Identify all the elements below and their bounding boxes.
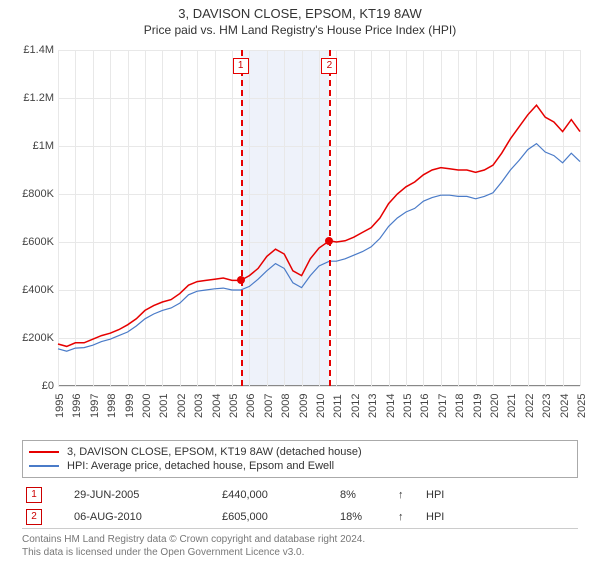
event-price: £440,000 [218,484,336,506]
legend-swatch [29,465,59,467]
x-tick-label: 2000 [141,394,153,418]
y-tick-label: £600K [14,236,54,248]
x-tick-label: 2010 [315,394,327,418]
event-row: 1 29-JUN-2005£440,0008%↑HPI [22,484,578,506]
x-tick-label: 2018 [454,394,466,418]
arrow-up-icon: ↑ [394,506,422,529]
event-marker-icon: 1 [26,487,42,503]
x-tick-label: 2023 [541,394,553,418]
event-dot [325,237,333,245]
x-tick-label: 2007 [263,394,275,418]
x-tick-label: 2019 [472,394,484,418]
legend-row: HPI: Average price, detached house, Epso… [29,459,571,473]
x-tick-label: 2017 [437,394,449,418]
x-tick-label: 2020 [489,394,501,418]
footnote: Contains HM Land Registry data © Crown c… [22,533,578,559]
event-pct: 8% [336,484,394,506]
x-tick-label: 2009 [298,394,310,418]
legend-swatch [29,451,59,453]
v-gridline [580,50,581,386]
x-tick-label: 2024 [559,394,571,418]
x-tick-label: 2013 [367,394,379,418]
series-line [58,105,580,346]
series-svg [58,50,580,386]
x-tick-label: 2012 [350,394,362,418]
h-gridline [58,386,580,387]
arrow-up-icon: ↑ [394,484,422,506]
x-tick-label: 2016 [419,394,431,418]
y-tick-label: £1.2M [14,92,54,104]
footnote-line2: This data is licensed under the Open Gov… [22,546,578,559]
x-tick-label: 2004 [211,394,223,418]
event-line [329,50,331,386]
x-tick-label: 2006 [245,394,257,418]
x-tick-label: 2014 [385,394,397,418]
event-date: 29-JUN-2005 [70,484,218,506]
x-tick-label: 1998 [106,394,118,418]
y-tick-label: £800K [14,188,54,200]
x-tick-label: 1996 [71,394,83,418]
bottom-panel: 3, DAVISON CLOSE, EPSOM, KT19 8AW (detac… [22,440,578,559]
x-tick-label: 2008 [280,394,292,418]
legend-box: 3, DAVISON CLOSE, EPSOM, KT19 8AW (detac… [22,440,578,478]
y-tick-label: £1.4M [14,44,54,56]
x-tick-label: 2015 [402,394,414,418]
y-tick-label: £1M [14,140,54,152]
chart-outer: 12 £0£200K£400K£600K£800K£1M£1.2M£1.4M19… [12,50,588,430]
x-tick-label: 1999 [124,394,136,418]
event-suffix: HPI [422,506,578,529]
x-tick-label: 2005 [228,394,240,418]
event-marker-icon: 2 [26,509,42,525]
event-line [241,50,243,386]
footnote-line1: Contains HM Land Registry data © Crown c… [22,533,578,546]
event-marker-box: 1 [233,58,249,74]
event-marker-box: 2 [321,58,337,74]
x-tick-label: 2021 [506,394,518,418]
x-tick-label: 1997 [89,394,101,418]
event-table: 1 29-JUN-2005£440,0008%↑HPI 2 06-AUG-2010£6… [22,484,578,529]
event-price: £605,000 [218,506,336,529]
x-tick-label: 2001 [158,394,170,418]
plot-area: 12 [58,50,580,386]
event-dot [237,276,245,284]
chart-title: 3, DAVISON CLOSE, EPSOM, KT19 8AW [0,6,600,21]
legend-label: HPI: Average price, detached house, Epso… [67,460,334,472]
y-tick-label: £0 [14,380,54,392]
y-tick-label: £200K [14,332,54,344]
x-tick-label: 2002 [176,394,188,418]
x-tick-label: 2022 [524,394,536,418]
x-tick-label: 2003 [193,394,205,418]
x-tick-label: 1995 [54,394,66,418]
event-suffix: HPI [422,484,578,506]
legend-row: 3, DAVISON CLOSE, EPSOM, KT19 8AW (detac… [29,445,571,459]
y-tick-label: £400K [14,284,54,296]
chart-subtitle: Price paid vs. HM Land Registry's House … [0,23,600,37]
event-row: 2 06-AUG-2010£605,00018%↑HPI [22,506,578,529]
legend-label: 3, DAVISON CLOSE, EPSOM, KT19 8AW (detac… [67,446,362,458]
event-pct: 18% [336,506,394,529]
x-tick-label: 2011 [332,394,344,418]
chart-container: 3, DAVISON CLOSE, EPSOM, KT19 8AW Price … [0,6,600,566]
x-tick-label: 2025 [576,394,588,418]
event-date: 06-AUG-2010 [70,506,218,529]
